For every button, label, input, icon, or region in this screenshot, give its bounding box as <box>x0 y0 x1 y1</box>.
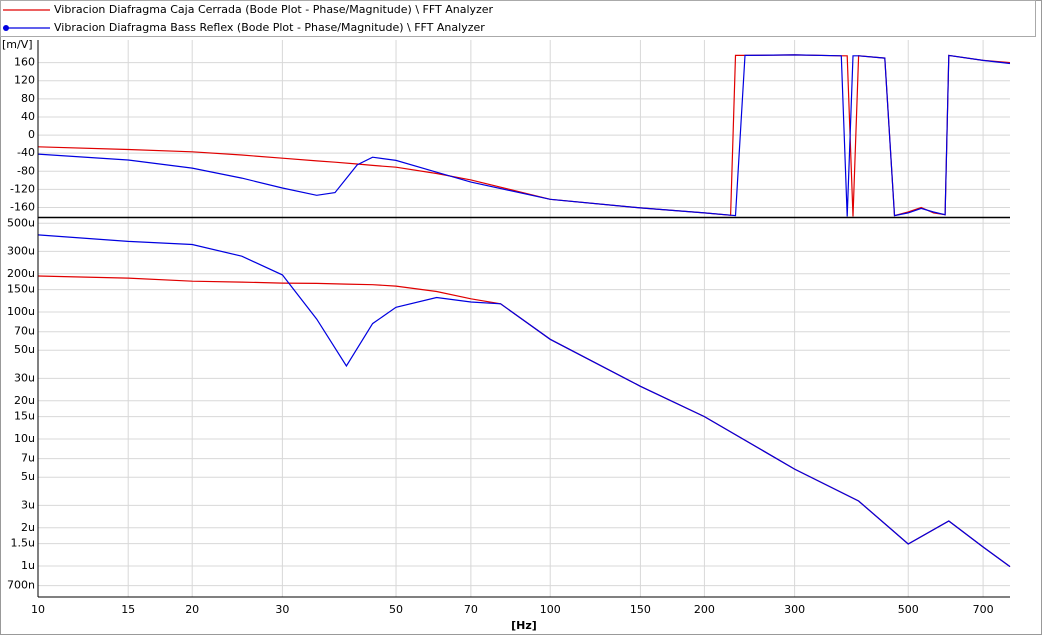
y-tick-label: 150u <box>7 283 35 296</box>
series-line <box>37 54 1011 217</box>
y-tick-label: -80 <box>17 164 35 177</box>
series-line <box>37 234 1011 568</box>
legend-marker <box>3 25 9 31</box>
y-tick-label: 30u <box>14 371 35 384</box>
y-tick-label: 70u <box>14 325 35 338</box>
y-tick-label: 7u <box>21 452 35 465</box>
y-tick-label: 120 <box>14 74 35 87</box>
y-tick-label: 5u <box>21 470 35 483</box>
series-line <box>37 54 1011 217</box>
y-tick-label: 300u <box>7 244 35 257</box>
y-tick-label: -40 <box>17 146 35 159</box>
y-tick-label: 3u <box>21 498 35 511</box>
y-tick-label: 80 <box>21 92 35 105</box>
x-tick-label: 30 <box>275 603 289 616</box>
x-tick-label: 500 <box>898 603 919 616</box>
x-tick-label: 300 <box>784 603 805 616</box>
y-tick-label: 20u <box>14 394 35 407</box>
y-tick-label: 10u <box>14 432 35 445</box>
legend-label: Vibracion Diafragma Caja Cerrada (Bode P… <box>54 3 494 16</box>
x-tick-label: 70 <box>464 603 478 616</box>
x-tick-label: 15 <box>121 603 135 616</box>
x-tick-label: 50 <box>389 603 403 616</box>
legend-box <box>0 0 1036 37</box>
x-tick-label: 200 <box>694 603 715 616</box>
y-tick-label: 2u <box>21 521 35 534</box>
x-tick-label: 100 <box>540 603 561 616</box>
x-axis-label: [Hz] <box>511 619 537 632</box>
y-tick-label: -160 <box>10 200 35 213</box>
x-tick-label: 150 <box>630 603 651 616</box>
x-tick-label: 10 <box>31 603 45 616</box>
y-tick-label: 160 <box>14 56 35 69</box>
y-tick-label: 0 <box>28 128 35 141</box>
x-tick-label: 700 <box>973 603 994 616</box>
y-tick-label: 200u <box>7 267 35 280</box>
y-tick-label: 15u <box>14 410 35 423</box>
y-tick-label: 50u <box>14 343 35 356</box>
x-tick-label: 20 <box>185 603 199 616</box>
y-tick-label: 100u <box>7 305 35 318</box>
y-tick-label: 40 <box>21 110 35 123</box>
y-axis-label: [m/V] <box>2 38 33 51</box>
y-tick-label: 1u <box>21 559 35 572</box>
y-tick-label: -120 <box>10 182 35 195</box>
legend-label: Vibracion Diafragma Bass Reflex (Bode Pl… <box>54 21 485 34</box>
y-tick-label: 700n <box>7 579 35 592</box>
y-tick-label: 1.5u <box>11 537 35 550</box>
y-tick-label: 500u <box>7 216 35 229</box>
